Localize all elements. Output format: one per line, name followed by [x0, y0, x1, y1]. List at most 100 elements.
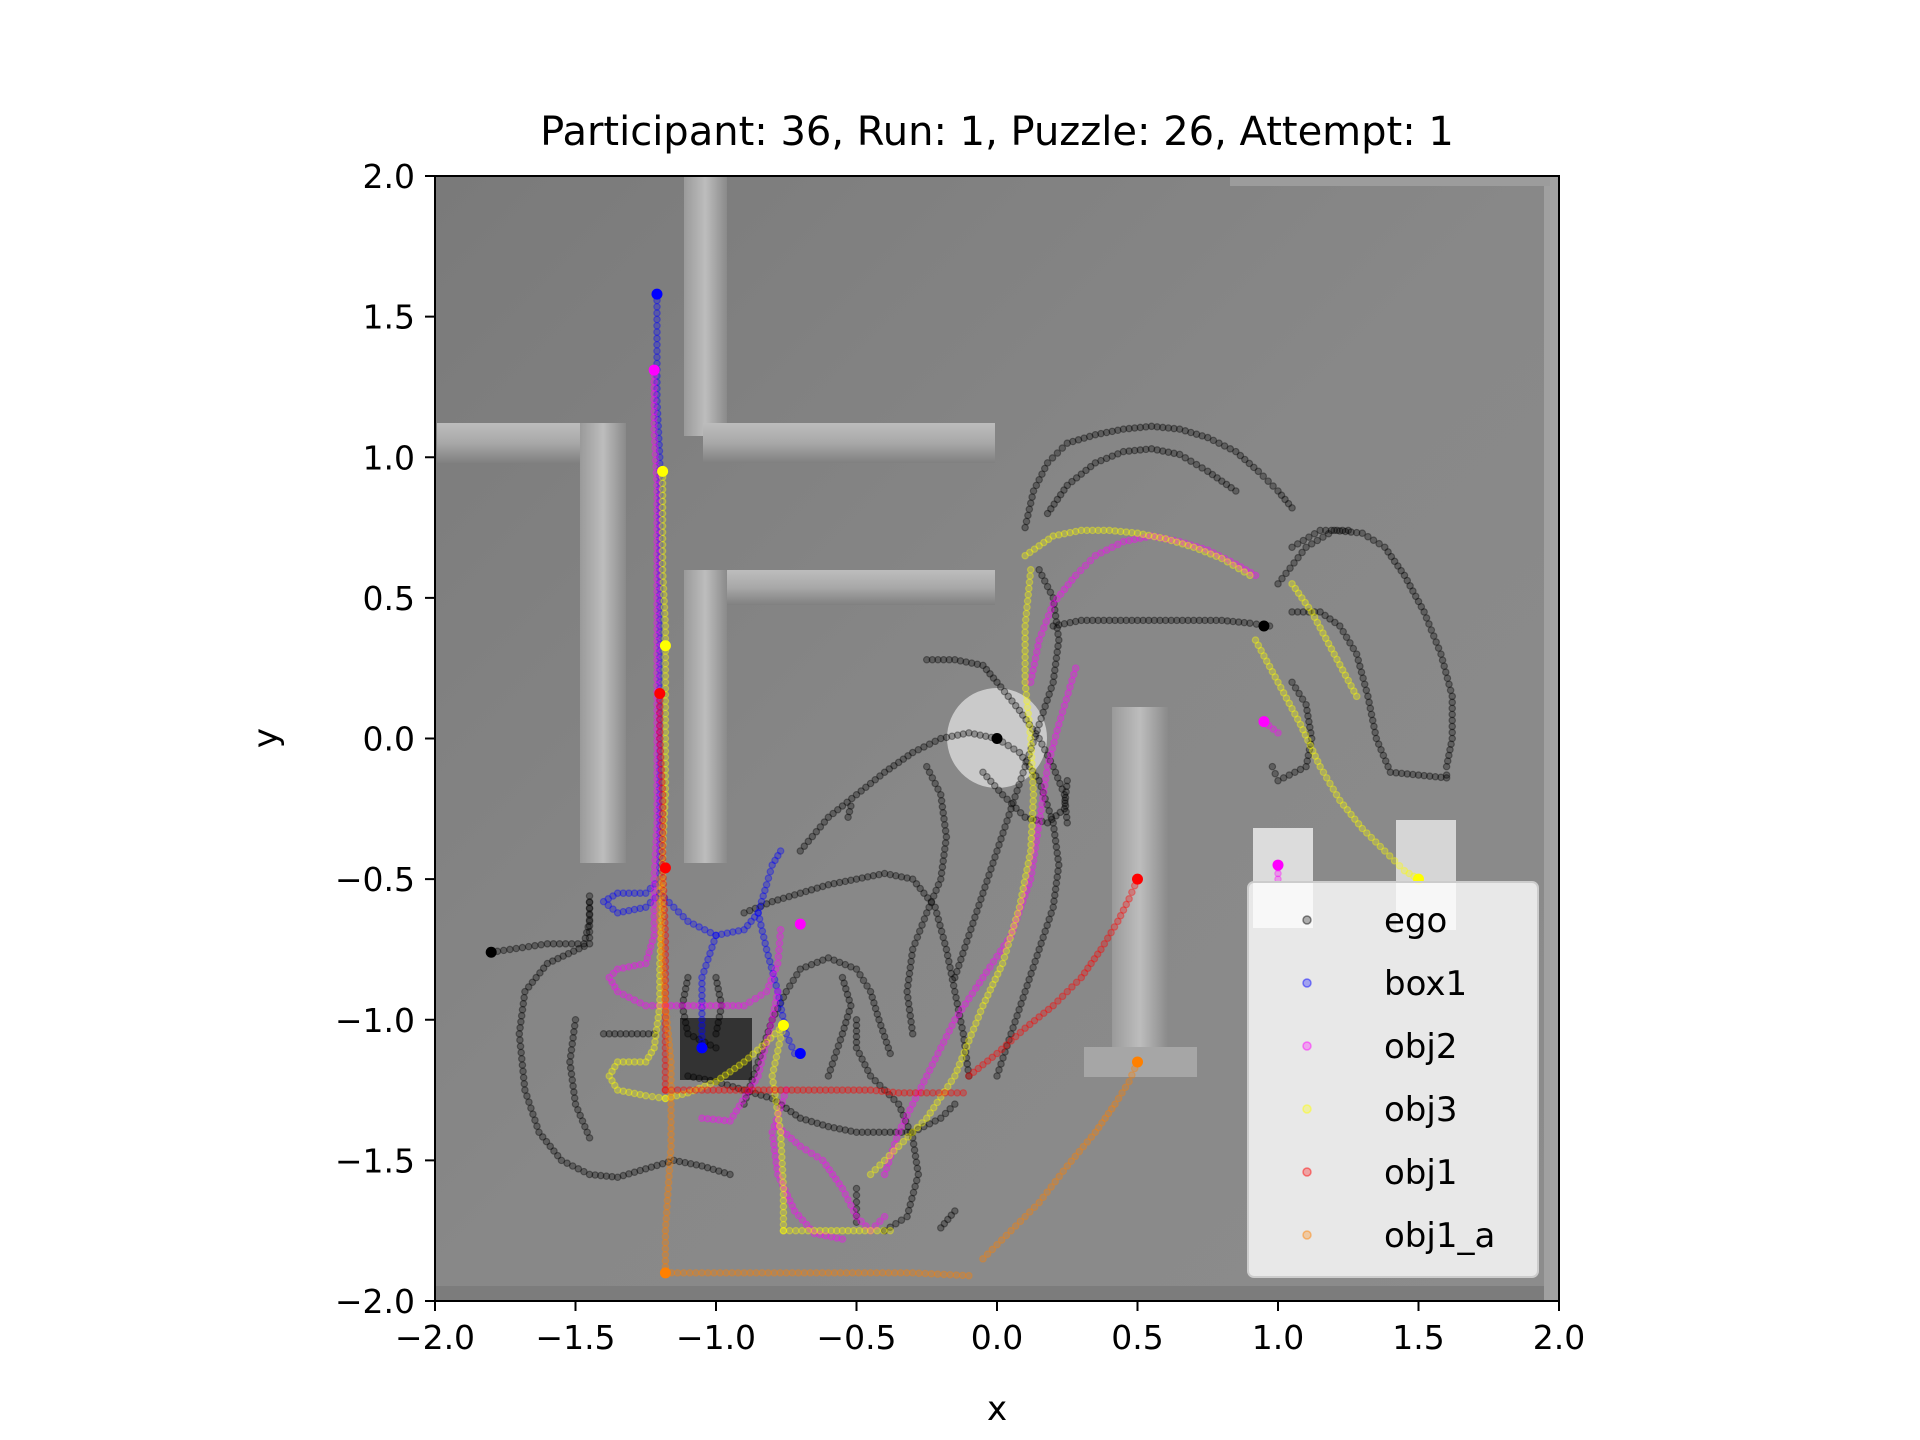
point-ego — [824, 1072, 833, 1080]
point-ego — [868, 993, 877, 1002]
point-obj1_a — [685, 1269, 694, 1277]
point-ego — [1050, 897, 1058, 906]
point-ego — [542, 1137, 551, 1146]
point-obj1 — [655, 702, 664, 711]
point-ego — [1047, 505, 1055, 513]
point-obj1 — [655, 708, 664, 717]
point-ego — [757, 1091, 765, 1099]
point-ego — [1005, 811, 1013, 819]
point-obj3 — [1026, 565, 1035, 574]
point-ego — [726, 1170, 734, 1179]
point-ego — [1354, 656, 1363, 664]
point-ego — [1058, 444, 1067, 452]
point-ego — [1192, 430, 1201, 438]
point-ego — [520, 993, 528, 1002]
point-ego — [897, 1128, 906, 1137]
point-ego — [880, 1032, 889, 1041]
point-ego — [581, 934, 590, 942]
point-ego — [689, 1073, 698, 1081]
point-obj3 — [1023, 703, 1032, 712]
wall-left-vertical — [580, 423, 626, 863]
point-obj2 — [768, 1128, 777, 1137]
point-ego — [1027, 969, 1035, 978]
point-ego — [774, 896, 782, 904]
point-ego — [838, 1030, 847, 1038]
point-ego — [959, 1030, 968, 1038]
point-ego — [871, 1076, 880, 1085]
point-obj2 — [1037, 806, 1045, 815]
point-ego — [1061, 796, 1069, 805]
point-obj3 — [785, 1226, 794, 1235]
chart-title: Participant: 36, Run: 1, Puzzle: 26, Att… — [540, 109, 1454, 155]
point-ego — [897, 873, 906, 881]
point-obj3 — [779, 1226, 788, 1235]
point-ego — [518, 943, 527, 952]
point-obj2 — [1028, 672, 1036, 681]
point-ego — [1274, 776, 1282, 785]
point-ego — [927, 897, 936, 906]
point-ego — [1053, 449, 1062, 457]
point-obj3 — [1352, 692, 1361, 701]
point-ego — [1025, 720, 1034, 729]
point-ego — [995, 1066, 1003, 1074]
point-ego — [934, 915, 943, 924]
point-ego — [838, 802, 847, 810]
point-ego — [1056, 808, 1065, 817]
point-ego — [1236, 451, 1245, 460]
point-ego — [897, 1105, 905, 1114]
point-ego — [925, 740, 934, 748]
point-ego — [859, 976, 868, 985]
point-ego — [802, 963, 810, 971]
point-ego — [962, 658, 970, 666]
point-obj3 — [775, 1122, 784, 1130]
point-obj3 — [651, 1038, 659, 1046]
point-ego — [1085, 432, 1094, 441]
point-ego — [807, 1117, 816, 1126]
point-obj3 — [1011, 915, 1020, 924]
point-ego — [1446, 686, 1455, 695]
point-ego — [742, 1094, 750, 1102]
point-ego — [847, 1127, 855, 1135]
point-ego — [880, 1128, 889, 1137]
point-ego — [568, 1040, 577, 1048]
point-ego — [543, 940, 552, 948]
point-ego — [1016, 808, 1025, 817]
point-ego — [686, 1159, 695, 1168]
point-obj1 — [679, 1086, 688, 1094]
point-box1 — [764, 951, 772, 960]
point-obj3 — [659, 578, 668, 587]
x-tick-label: 2.0 — [1533, 1318, 1585, 1357]
point-obj3 — [658, 522, 667, 530]
point-obj1 — [657, 759, 665, 768]
point-ego — [957, 955, 965, 964]
point-ego — [1040, 577, 1049, 585]
marker-ego — [991, 733, 1003, 744]
point-obj1_a — [657, 941, 666, 950]
point-ego — [717, 1079, 726, 1088]
point-obj3 — [1023, 597, 1032, 605]
point-ego — [1360, 680, 1369, 689]
point-obj2 — [1035, 636, 1043, 644]
point-ego — [785, 982, 794, 990]
point-ego — [1371, 728, 1379, 737]
point-obj2 — [653, 619, 661, 627]
point-ego — [1443, 674, 1452, 683]
point-ego — [909, 1188, 918, 1197]
point-ego — [946, 1105, 954, 1113]
point-ego — [517, 1017, 525, 1026]
point-ego — [550, 1147, 558, 1155]
point-box1 — [653, 340, 661, 349]
point-ego — [756, 1052, 764, 1060]
point-obj2 — [776, 925, 785, 934]
point-ego — [584, 923, 592, 931]
point-ego — [1048, 454, 1057, 462]
point-ego — [875, 1128, 883, 1137]
point-ego — [1011, 792, 1019, 801]
point-obj3 — [1246, 571, 1254, 580]
point-ego — [800, 842, 809, 850]
point-ego — [766, 1021, 774, 1030]
point-ego — [569, 1034, 577, 1042]
point-ego — [1037, 939, 1045, 948]
point-obj3 — [1020, 878, 1029, 887]
point-ego — [880, 768, 889, 777]
